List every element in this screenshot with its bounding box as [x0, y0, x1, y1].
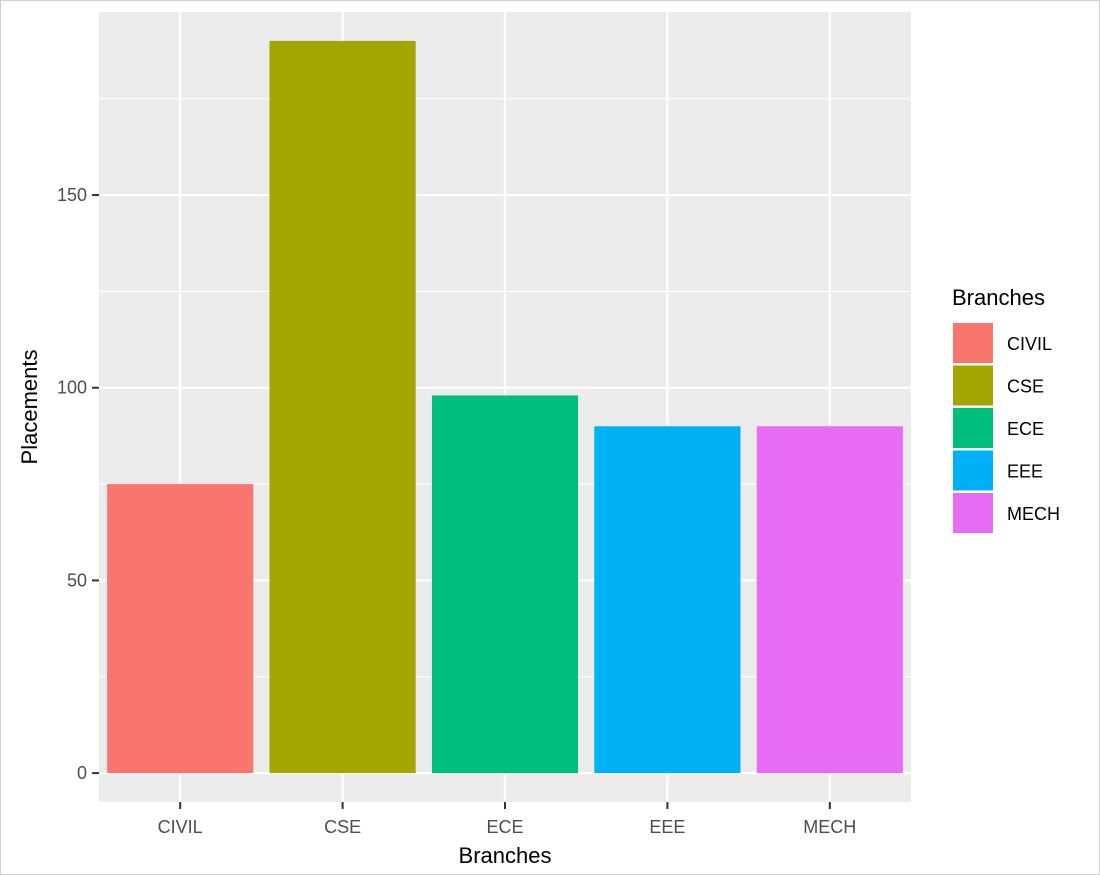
x-tick-label: MECH — [803, 817, 856, 837]
legend-key-eee — [953, 450, 993, 491]
legend-key-cse — [953, 365, 993, 406]
legend: Branches CIVIL CSE ECE EEE MECH — [952, 285, 1060, 533]
y-axis-title: Placements — [17, 350, 42, 465]
bar-ece — [431, 395, 579, 774]
legend-label: ECE — [1007, 419, 1044, 439]
legend-label: CIVIL — [1007, 334, 1052, 354]
bars — [107, 40, 903, 774]
legend-key-civil — [953, 323, 993, 363]
y-tick-label: 100 — [57, 378, 87, 398]
bar-civil — [107, 484, 254, 774]
x-axis-title: Branches — [459, 843, 552, 868]
legend-label: CSE — [1007, 377, 1044, 397]
legend-key-mech — [953, 493, 993, 533]
bar-cse — [269, 40, 416, 774]
x-tick-label: ECE — [486, 817, 523, 837]
x-tick-label: EEE — [649, 817, 685, 837]
legend-label: MECH — [1007, 504, 1060, 524]
y-tick-label: 150 — [57, 185, 87, 205]
y-axis: 0 50 100 150 — [57, 185, 99, 783]
x-axis: CIVIL CSE ECE EEE MECH — [158, 802, 856, 837]
x-tick-label: CIVIL — [158, 817, 203, 837]
legend-key-ece — [953, 408, 993, 448]
legend-label: EEE — [1007, 462, 1043, 482]
legend-title: Branches — [952, 285, 1045, 310]
y-tick-label: 50 — [67, 570, 87, 590]
y-tick-label: 0 — [77, 763, 87, 783]
bar-eee — [594, 426, 741, 774]
x-tick-label: CSE — [324, 817, 361, 837]
bar-mech — [756, 426, 903, 774]
